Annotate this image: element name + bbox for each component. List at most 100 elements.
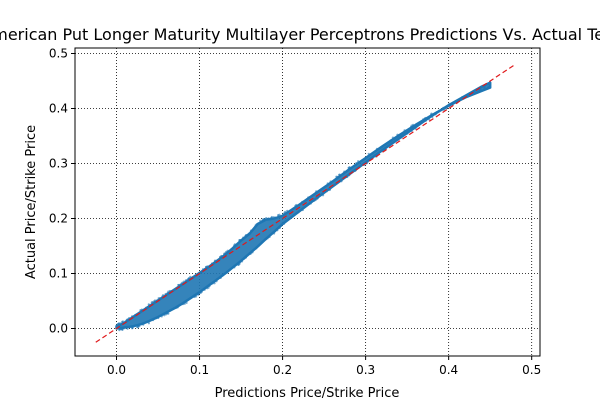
scatter-point xyxy=(396,138,399,142)
scatter-point xyxy=(157,316,160,320)
scatter-point xyxy=(151,319,155,322)
scatter-point xyxy=(138,325,141,328)
y-axis-ticks: 0.0 0.1 0.2 0.3 0.4 0.5 xyxy=(49,47,75,336)
scatter-point xyxy=(321,194,325,197)
scatter-point xyxy=(242,236,245,239)
scatter-point xyxy=(357,160,360,163)
scatter-point xyxy=(284,210,287,213)
scatter-point xyxy=(251,249,254,253)
y-tick-label: 0.2 xyxy=(49,212,68,226)
scatter-point xyxy=(301,200,304,203)
scatter-point xyxy=(146,320,149,323)
scatter-point xyxy=(435,111,438,114)
scatter-point xyxy=(225,250,228,253)
scatter-point xyxy=(139,310,142,313)
scatter-point xyxy=(124,326,127,329)
scatter-point xyxy=(420,121,423,125)
scatter-point xyxy=(329,180,332,183)
scatter-point xyxy=(486,82,490,86)
scatter-point xyxy=(216,278,219,281)
scatter-point xyxy=(120,320,124,323)
scatter-point xyxy=(255,223,258,227)
scatter-point xyxy=(387,145,390,148)
scatter-point xyxy=(200,290,203,294)
scatter-point xyxy=(282,213,285,216)
scatter-point xyxy=(375,147,379,150)
reference-line-group xyxy=(95,63,516,343)
scatter-point xyxy=(228,268,231,271)
scatter-point xyxy=(215,280,218,283)
scatter-point xyxy=(448,102,451,106)
y-tick-label: 0.5 xyxy=(49,47,68,61)
scatter-point xyxy=(181,303,184,306)
scatter-point xyxy=(406,131,409,134)
scatter-point xyxy=(280,224,283,227)
scatter-point xyxy=(166,312,169,315)
scatter-point xyxy=(185,301,188,304)
scatter-point xyxy=(244,256,247,259)
scatter-point xyxy=(266,237,269,240)
scatter-point xyxy=(277,213,280,217)
scatter-point xyxy=(233,266,236,269)
scatter-point xyxy=(223,253,226,256)
scatter-point xyxy=(326,182,329,185)
scatter-point xyxy=(197,292,200,295)
scatter-point xyxy=(177,284,180,287)
reference-line xyxy=(95,63,516,343)
scatter-point xyxy=(247,232,250,235)
y-tick-label: 0.0 xyxy=(49,322,68,336)
scatter-point xyxy=(315,190,318,193)
x-tick-label: 0.4 xyxy=(439,363,458,377)
scatter-point xyxy=(482,86,485,89)
y-tick-label: 0.4 xyxy=(49,102,68,116)
scatter-point xyxy=(262,219,265,222)
scatter-point xyxy=(210,262,214,265)
y-tick-label: 0.1 xyxy=(49,267,68,281)
scatter-point xyxy=(183,302,186,305)
scatter-point xyxy=(268,235,271,239)
scatter-point xyxy=(244,234,248,237)
scatter-point xyxy=(424,119,427,122)
scatter-point xyxy=(207,286,210,289)
scatter-point xyxy=(384,147,387,150)
scatter-point xyxy=(264,238,267,241)
scatter-point xyxy=(273,230,276,233)
scatter-point xyxy=(314,199,317,202)
scatter-point xyxy=(117,322,121,325)
scatter-point xyxy=(212,280,215,284)
scatter-point xyxy=(361,159,364,162)
scatter-point xyxy=(431,115,434,119)
scatter-point xyxy=(189,296,193,300)
scatter-point xyxy=(255,247,258,250)
scatter-point xyxy=(201,268,205,271)
scatter-point xyxy=(120,327,123,330)
x-tick-label: 0.3 xyxy=(356,363,375,377)
scatter-point xyxy=(132,325,135,328)
scatter-point xyxy=(240,260,244,263)
scatter-point xyxy=(479,86,483,89)
scatter-point xyxy=(428,118,431,121)
scatter-point xyxy=(415,125,418,128)
scatter-point xyxy=(249,229,253,232)
scatter-point xyxy=(243,257,246,260)
scatter-point xyxy=(445,106,448,109)
scatter-point xyxy=(204,265,208,269)
scatter-point xyxy=(430,113,433,116)
scatter-point xyxy=(400,136,403,139)
scatter-point xyxy=(448,104,451,107)
scatter-point xyxy=(213,260,217,263)
scatter-point xyxy=(316,196,319,200)
scatter-point xyxy=(461,96,464,99)
x-axis-ticks: 0.0 0.1 0.2 0.3 0.4 0.5 xyxy=(107,356,541,377)
x-tick-label: 0.5 xyxy=(522,363,541,377)
scatter-point xyxy=(131,327,134,330)
scatter-point xyxy=(221,274,224,277)
y-tick-label: 0.3 xyxy=(49,157,68,171)
scatter-point xyxy=(476,90,479,94)
scatter-point xyxy=(208,284,211,288)
scatter-point xyxy=(238,261,241,264)
scatter-point xyxy=(267,217,270,220)
scatter-point xyxy=(193,295,196,299)
